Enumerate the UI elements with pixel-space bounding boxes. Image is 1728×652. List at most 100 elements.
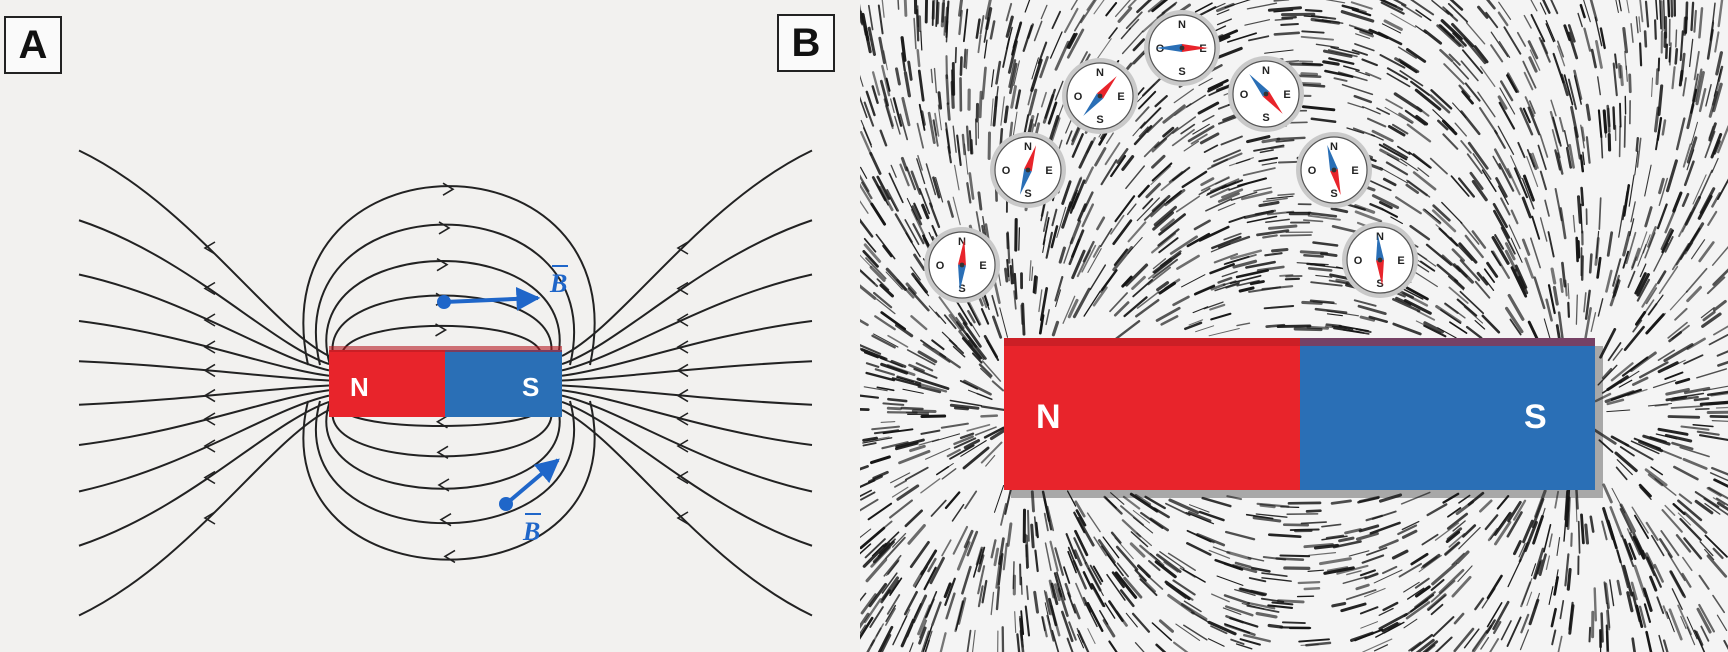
field-line-open-right: [561, 400, 813, 547]
compass-letter-south: S: [1096, 114, 1103, 126]
field-arrow: [439, 512, 452, 527]
compass-letter-east: E: [979, 260, 986, 272]
compass-letter-north: N: [1024, 141, 1032, 153]
field-arrow: [676, 281, 689, 296]
compass-letter-south: S: [1262, 112, 1269, 124]
field-arrow: [203, 313, 216, 327]
field-arrow: [437, 478, 450, 492]
field-arrow: [676, 340, 689, 354]
vector-b-label-bottom: B: [522, 517, 540, 546]
compass-letter-north: N: [1262, 65, 1270, 77]
compass-letter-north: N: [1178, 19, 1186, 31]
compass-letter-east: E: [1397, 255, 1404, 267]
compass-letter-south: S: [1178, 66, 1185, 78]
field-arrow: [203, 340, 216, 354]
field-line-open-right: [561, 384, 813, 406]
compass-letter-west: O: [1354, 255, 1363, 267]
photo-magnet-south-half: [1300, 338, 1595, 490]
magnet-north-label: N: [350, 372, 369, 402]
field-line-loop-bottom: [315, 400, 575, 525]
compass-letter-north: N: [1376, 231, 1384, 243]
compass-letter-east: E: [1199, 43, 1206, 55]
photo-magnet-north-label: N: [1036, 398, 1061, 436]
magnet-south-half: [445, 350, 562, 417]
field-arrow: [676, 412, 689, 426]
compass-letter-west: O: [1308, 165, 1317, 177]
compass: N S E O: [990, 132, 1066, 208]
field-line-open-right: [561, 149, 813, 357]
compass-letter-east: E: [1351, 165, 1358, 177]
field-line-open-left: [78, 409, 330, 617]
compass: N S E O: [1296, 132, 1372, 208]
compass-letter-east: E: [1117, 91, 1124, 103]
compass-letter-north: N: [1330, 141, 1338, 153]
field-line-open-left: [78, 273, 330, 372]
field-line-open-left: [78, 149, 330, 357]
panel-label-b: B: [777, 14, 835, 72]
field-arrow: [676, 241, 689, 255]
field-arrow: [203, 388, 216, 403]
field-arrow: [203, 470, 216, 485]
field-vector-top: B: [437, 265, 568, 311]
compass-letter-east: E: [1283, 89, 1290, 101]
field-arrow: [676, 511, 689, 525]
compass: N S E O: [924, 227, 1000, 303]
field-vector-bottom: B: [499, 458, 560, 546]
field-line-open-left: [78, 320, 330, 377]
compass-letter-south: S: [1024, 188, 1031, 200]
field-line-open-right: [561, 273, 813, 372]
field-arrow: [435, 323, 448, 337]
compass-needle: [1083, 76, 1117, 116]
panel-label-a: A: [4, 16, 62, 74]
compass-letter-west: O: [1240, 89, 1249, 101]
compass-needle: [1376, 234, 1384, 286]
field-arrow: [203, 439, 216, 453]
compass-letter-north: N: [1096, 67, 1104, 79]
field-arrow: [203, 241, 216, 255]
photo-magnet-south-label: S: [1524, 398, 1547, 436]
field-arrow: [203, 281, 216, 296]
compass: N S E O: [1144, 10, 1220, 86]
field-arrow: [203, 412, 216, 426]
field-lines: [78, 149, 813, 617]
field-arrow: [436, 257, 449, 272]
compass-needle: [1249, 74, 1283, 114]
field-arrow: [438, 221, 451, 235]
field-arrow: [676, 363, 689, 378]
field-line-loop-bottom: [325, 400, 561, 490]
field-arrow: [676, 388, 689, 403]
compass-letter-west: O: [1074, 91, 1083, 103]
field-arrow: [436, 445, 449, 460]
field-line-loop-top: [325, 260, 561, 366]
field-line-open-right: [561, 389, 813, 446]
field-line-loop-bottom: [331, 400, 553, 458]
field-line-open-right: [561, 394, 813, 493]
field-line-open-right: [561, 320, 813, 377]
compass-letter-west: O: [1002, 165, 1011, 177]
compass: N S E O: [1228, 56, 1304, 132]
field-arrow: [676, 439, 689, 453]
compass-letter-west: O: [1156, 43, 1165, 55]
compass-letter-north: N: [958, 236, 966, 248]
field-arrow: [676, 313, 689, 327]
field-arrow: [442, 182, 455, 196]
field-arrow: [435, 415, 448, 429]
field-arrow: [203, 511, 216, 525]
magnet-north-half: [329, 350, 445, 417]
field-line-open-left: [78, 384, 330, 406]
field-line-diagram: N S B B: [78, 149, 813, 617]
compass-letter-south: S: [1376, 278, 1383, 290]
bar-magnet: N S: [329, 346, 562, 417]
field-line-open-right: [561, 409, 813, 617]
compass-needle: [958, 239, 966, 291]
field-line-open-left: [78, 394, 330, 493]
field-line-open-right: [561, 219, 813, 366]
compass-needle: [1156, 44, 1208, 52]
field-line-open-left: [78, 389, 330, 446]
compass-needle: [1327, 144, 1341, 196]
compass-letter-west: O: [936, 260, 945, 272]
field-line-loop-bottom: [302, 400, 596, 561]
compasses: N S E O N S E O N S E O N S E O N S E O N S E O N S E O: [924, 10, 1418, 303]
compass-letter-south: S: [1330, 188, 1337, 200]
compass-letter-south: S: [958, 283, 965, 295]
